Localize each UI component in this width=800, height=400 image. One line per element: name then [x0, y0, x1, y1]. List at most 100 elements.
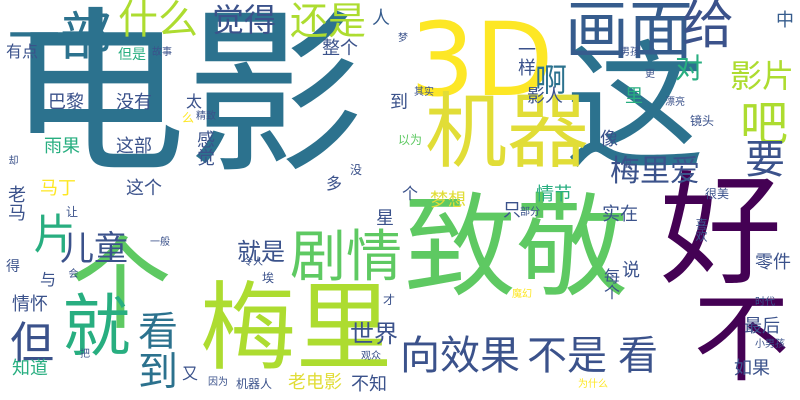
word-ba2: 把 [80, 349, 90, 360]
word-nanhai: 男孩 [620, 47, 640, 58]
word-jingtou: 镜头 [690, 114, 715, 128]
word-yuguo: 雨果 [44, 136, 80, 157]
word-shizai: 实在 [602, 204, 638, 225]
word-zhebu: 这部 [116, 136, 152, 157]
word-cai: 才 [383, 293, 396, 307]
word-yingpian: 影片 [730, 57, 795, 95]
word-bushi: 不是 [527, 333, 607, 379]
word-yao: 要 [745, 137, 785, 183]
word-meige: 每个 [601, 268, 620, 300]
word-ren: 人 [372, 8, 390, 29]
word-zhidao: 知道 [12, 358, 48, 379]
word-shidai: 时代 [755, 297, 775, 308]
word-yibu: 一部 [8, 8, 113, 68]
word-xiang2: 像 [600, 129, 618, 150]
word-li: 里 [625, 86, 643, 107]
word-guanzhong: 观众 [361, 351, 381, 362]
word-lingjian: 零件 [755, 252, 791, 273]
word-jiqiren: 机器人 [236, 377, 273, 391]
word-ge: 个 [52, 230, 171, 332]
word-yiyang: 一样 [515, 40, 536, 76]
word-de: 得 [6, 259, 20, 275]
word-hen: 很 [622, 159, 632, 170]
word-piaoliang: 漂亮 [665, 97, 685, 108]
word-jiushi: 就是 [237, 238, 285, 266]
word-kandao: 看到 [131, 310, 177, 390]
word-jingzhi: 精致 [196, 111, 216, 122]
word-shenme: 什么 [118, 0, 198, 43]
word-yiwei: 以为 [398, 133, 423, 147]
word-hen_mei: 很美 [705, 187, 730, 201]
word-ruguo: 如果 [734, 358, 770, 379]
word-buzhi: 不知 [351, 374, 387, 395]
word-meili: 梅里 [200, 272, 392, 384]
word-hui: 会 [66, 268, 77, 278]
word-gushi: 故事 [152, 47, 172, 58]
word-jiqi: 机器 [425, 85, 590, 180]
word-zhong: 中 [776, 10, 794, 31]
word-mei: 没 [350, 163, 363, 177]
word-meng: 梦 [398, 33, 408, 44]
word-xiaoguo: 效果 [440, 333, 520, 379]
word-zhijing: 致敬 [404, 183, 628, 313]
word-ai: 埃 [262, 271, 275, 285]
word-bu: 不 [677, 288, 789, 384]
word-zhengge: 整个 [322, 38, 358, 59]
word-zuihou: 最后 [744, 316, 780, 337]
word-me: 么 [182, 111, 195, 125]
word-kan: 看 [618, 333, 658, 379]
word-danshi: 但是 [118, 47, 146, 63]
word-juede: 觉得 [212, 1, 277, 39]
word-mengxiang: 梦想 [430, 190, 466, 211]
word-huamian: 画面 [565, 0, 693, 69]
word-haishi: 还是 [290, 0, 367, 43]
word-hao: 好 [660, 160, 782, 302]
word-youdian: 有点 [6, 42, 39, 61]
word-you: 又 [182, 364, 199, 383]
word-rang: 让 [66, 205, 79, 219]
word-qingjie: 情节 [536, 184, 572, 205]
word-zhi: 只 [503, 200, 521, 221]
word-ge2: 个 [402, 184, 419, 203]
word-dao: 到 [390, 92, 408, 113]
word-meiyou: 没有 [116, 92, 152, 113]
word-a: 啊 [535, 61, 568, 99]
word-dan: 但 [10, 318, 54, 369]
word-mading: 马丁 [40, 178, 76, 199]
word-juqing: 剧情 [290, 225, 402, 290]
word-jiu: 就 [50, 290, 129, 358]
word-laoma: 老马 [5, 185, 26, 221]
word-dianying: 电影 [8, 0, 364, 198]
word-3d: 3D [410, 1, 554, 120]
word-shuo: 说 [622, 260, 640, 281]
word-ba: 吧 [740, 96, 789, 152]
word-que: 却 [6, 155, 17, 165]
word-ertong: 儿童 [60, 229, 128, 269]
word-laodianying: 老电影 [288, 372, 342, 393]
word-lingren: 令人 [243, 257, 263, 268]
word-bali: 巴黎 [48, 92, 84, 113]
word-bufen: 部分 [520, 207, 540, 218]
word-xiaonanhai: 小男孩 [755, 339, 785, 350]
word-gei: 给 [682, 0, 735, 56]
word-duo: 多 [326, 174, 343, 193]
word-zhe: 这 [565, 28, 706, 191]
word-xihuan: 喜欢 [694, 218, 708, 242]
word-xiang: 向 [400, 333, 440, 379]
word-qinghuai: 情怀 [12, 294, 48, 315]
word-mohuan: 魔幻 [512, 289, 532, 300]
word-tai: 太 [186, 92, 203, 111]
word-meiliai: 梅里爱 [610, 154, 700, 189]
word-zhege: 这个 [126, 178, 162, 199]
word-qishi: 其实 [414, 87, 434, 98]
word-shijie: 世界 [350, 320, 398, 348]
word-dui: 对 [675, 52, 704, 85]
word-ganjue: 感觉 [194, 130, 215, 166]
word-yu: 与 [40, 270, 57, 289]
word-geng: 更 [645, 69, 655, 80]
word-pian: 片 [27, 212, 76, 254]
word-yiban: 一般 [150, 237, 170, 248]
word-weishenme: 为什么 [578, 379, 608, 390]
word-yingren: 影人 [527, 86, 563, 107]
